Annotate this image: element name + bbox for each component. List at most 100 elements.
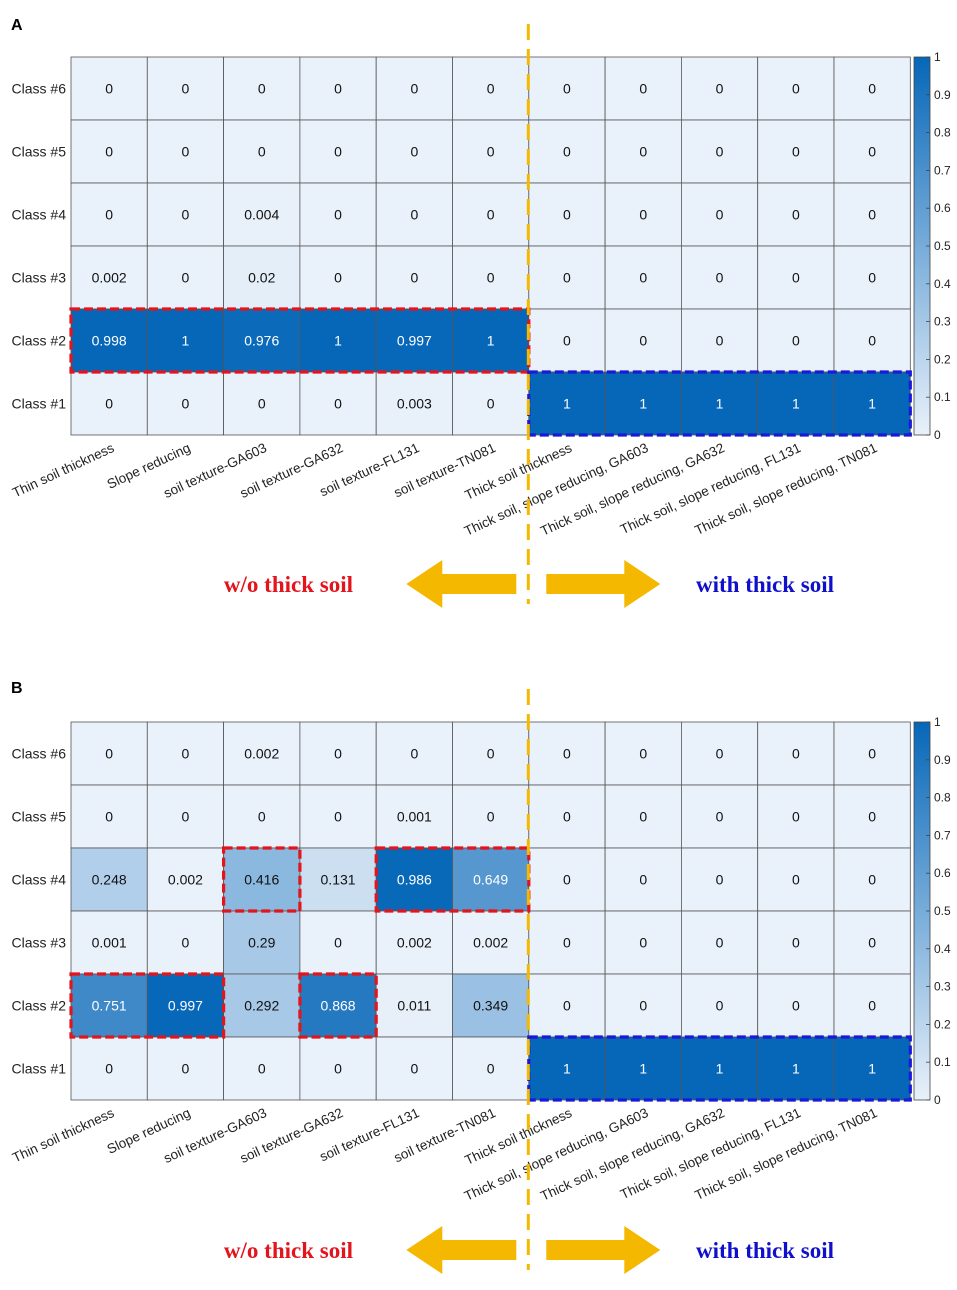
heatmap-cell <box>604 910 682 975</box>
cell-value-label: 0 <box>792 746 800 762</box>
heatmap-cell <box>223 721 301 786</box>
cell-value-label: 0.002 <box>473 935 508 951</box>
heatmap-cell <box>833 973 911 1038</box>
red-highlight-box <box>298 972 378 1039</box>
cell-value-label: 0 <box>182 746 190 762</box>
heatmap-cell <box>833 784 911 849</box>
cell-value-label: 0 <box>334 1061 342 1077</box>
heatmap-cell <box>681 308 759 373</box>
cell-value-label: 0 <box>868 809 876 825</box>
heatmap-cell <box>681 119 759 184</box>
with-thick-soil-label: with thick soil <box>696 1238 834 1263</box>
colorbar-tick-label: 1 <box>934 715 941 729</box>
heatmap-cell <box>146 784 225 849</box>
colorbar-tick-label: 0.5 <box>934 239 951 253</box>
colorbar-tick-label: 0.7 <box>934 163 951 177</box>
heatmap-cell <box>833 119 911 184</box>
cell-value-label: 0 <box>487 809 495 825</box>
colorbar-tick-label: 0.2 <box>934 352 951 366</box>
cell-value-label: 0 <box>563 144 571 160</box>
cell-value-label: 0 <box>792 998 800 1014</box>
cell-value-label: 0.131 <box>321 872 356 888</box>
row-label: Class #1 <box>12 396 67 412</box>
cell-value-label: 0 <box>639 998 647 1014</box>
heatmap-cell <box>681 1036 759 1101</box>
heatmap-cell <box>681 847 759 912</box>
heatmap-cell <box>299 56 377 121</box>
heatmap-cell <box>757 119 835 184</box>
row-label: Class #5 <box>12 809 67 825</box>
heatmap-cell <box>299 784 377 849</box>
cell-value-label: 0 <box>639 872 647 888</box>
cell-value-label: 0.292 <box>244 998 279 1014</box>
colorbar-tick-label: 0.7 <box>934 828 951 842</box>
heatmap-cell <box>528 1036 606 1101</box>
cell-value-label: 0.986 <box>397 872 432 888</box>
red-highlight-box <box>69 972 226 1039</box>
heatmap-cell <box>375 847 453 912</box>
row-label: Class #2 <box>12 333 67 349</box>
cell-value-label: 0 <box>639 207 647 223</box>
cell-value-label: 0.997 <box>168 998 203 1014</box>
cell-value-label: 0.997 <box>397 333 432 349</box>
heatmap-cell <box>375 56 453 121</box>
right-arrow-icon <box>546 560 661 608</box>
heatmap-cell <box>375 245 453 310</box>
with-thick-soil-label: with thick soil <box>696 572 834 597</box>
cell-value-label: 0 <box>487 144 495 160</box>
cell-value-label: 0 <box>334 809 342 825</box>
cell-value-label: 1 <box>716 1061 724 1077</box>
cell-value-label: 0.868 <box>321 998 356 1014</box>
cell-value-label: 0 <box>182 270 190 286</box>
heatmap-cell <box>604 56 682 121</box>
cell-value-label: 0 <box>639 746 647 762</box>
cell-value-label: 0 <box>716 270 724 286</box>
cell-value-label: 0 <box>563 207 571 223</box>
heatmap-cell <box>757 910 835 975</box>
cell-value-label: 0.649 <box>473 872 508 888</box>
cell-value-label: 0 <box>792 207 800 223</box>
heatmap-cell <box>299 910 377 975</box>
heatmap-cell <box>223 371 301 436</box>
cell-value-label: 0 <box>487 81 495 97</box>
colorbar-tick-label: 0.8 <box>934 126 951 140</box>
heatmap-cell <box>528 308 606 373</box>
cell-value-label: 0 <box>792 809 800 825</box>
without-thick-soil-label: w/o thick soil <box>224 1238 353 1263</box>
heatmap-cell <box>452 245 530 310</box>
cell-value-label: 0 <box>639 270 647 286</box>
colorbar-tick-label: 0.3 <box>934 315 951 329</box>
cell-value-label: 0 <box>258 81 266 97</box>
heatmap-cell <box>299 245 377 310</box>
cell-value-label: 0.248 <box>92 872 127 888</box>
cell-value-label: 0 <box>334 396 342 412</box>
cell-value-label: 1 <box>639 396 647 412</box>
heatmap-cell <box>528 784 606 849</box>
heatmap-cell <box>757 721 835 786</box>
heatmap-cell <box>70 308 148 373</box>
heatmap-cell <box>299 973 377 1038</box>
heatmap-cell <box>452 182 530 247</box>
cell-value-label: 0 <box>105 396 113 412</box>
row-label: Class #6 <box>12 746 67 762</box>
heatmap-cell <box>681 973 759 1038</box>
cell-value-label: 0.001 <box>92 935 127 951</box>
cell-value-label: 0 <box>563 935 571 951</box>
colorbar-tick-label: 0.9 <box>934 88 951 102</box>
heatmap-cell <box>681 721 759 786</box>
heatmap-cell <box>528 847 606 912</box>
cell-value-label: 0 <box>334 935 342 951</box>
heatmap-cell <box>70 182 148 247</box>
heatmap-cell <box>146 56 225 121</box>
cell-value-label: 0 <box>410 746 418 762</box>
cell-value-label: 0 <box>258 396 266 412</box>
cell-value-label: 0.011 <box>397 998 431 1014</box>
cell-value-label: 0 <box>105 144 113 160</box>
colorbar-tick-label: 0.3 <box>934 980 951 994</box>
heatmap-cell <box>833 245 911 310</box>
heatmap-cell <box>452 1036 530 1101</box>
cell-value-label: 0 <box>716 333 724 349</box>
heatmap-cell <box>833 847 911 912</box>
cell-value-label: 0 <box>792 333 800 349</box>
heatmap-cell <box>70 973 148 1038</box>
